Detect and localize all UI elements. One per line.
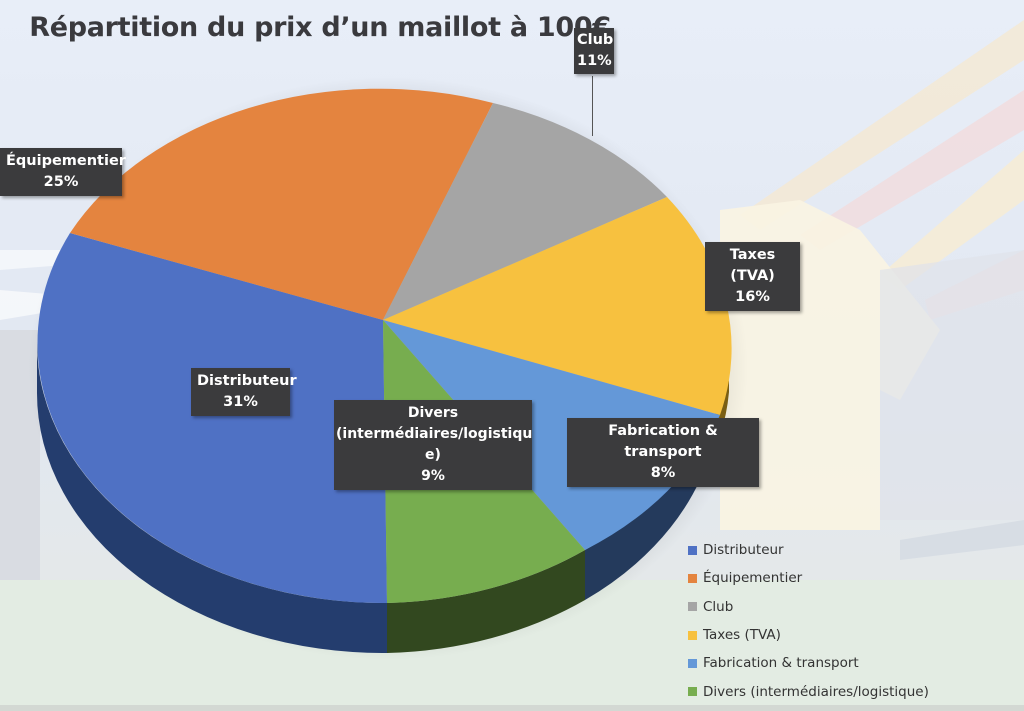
label-club: Club 11%	[574, 28, 614, 74]
legend-swatch-icon	[688, 602, 697, 612]
label-divers: Divers (intermédiaires/logistiqu e) 9%	[334, 400, 532, 490]
label-club-name: Club	[577, 32, 614, 48]
legend-swatch-icon	[688, 687, 697, 697]
label-equipementier: Équipementier 25%	[0, 148, 126, 196]
chart-legend: Distributeur Équipementier Club Taxes (T…	[680, 536, 962, 706]
label-fabrication-name: Fabrication & transport	[608, 423, 718, 460]
label-fabrication: Fabrication & transport 8%	[567, 418, 759, 487]
slice-fabrication[interactable]	[383, 320, 720, 550]
slice-equipementier[interactable]	[70, 88, 493, 321]
legend-swatch-icon	[688, 658, 697, 668]
chart-title: Répartition du prix d’un maillot à 100€	[29, 12, 611, 43]
label-divers-line3: e)	[425, 447, 441, 463]
label-taxes-name: Taxes (TVA)	[729, 247, 776, 284]
club-leader-line	[592, 76, 593, 136]
legend-swatch-icon	[688, 630, 697, 640]
label-club-pct: 11%	[577, 53, 612, 69]
legend-label: Équipementier	[703, 570, 803, 587]
legend-item-club[interactable]: Club	[680, 593, 962, 621]
legend-label: Distributeur	[703, 542, 784, 559]
label-divers-pct: 9%	[421, 468, 445, 484]
label-taxes: Taxes (TVA) 16%	[705, 242, 800, 311]
slice-taxes[interactable]	[383, 197, 732, 415]
legend-label: Club	[703, 598, 734, 615]
legend-item-equipementier[interactable]: Équipementier	[680, 564, 962, 592]
label-equipementier-name: Équipementier	[6, 153, 126, 169]
label-distributeur-name: Distributeur	[197, 373, 297, 389]
label-distributeur: Distributeur 31%	[191, 368, 297, 416]
legend-swatch-icon	[688, 545, 697, 555]
label-taxes-pct: 16%	[735, 289, 770, 305]
legend-label: Fabrication & transport	[703, 655, 859, 672]
legend-label: Divers (intermédiaires/logistique)	[703, 683, 929, 700]
slice-club[interactable]	[383, 103, 667, 320]
legend-label: Taxes (TVA)	[703, 627, 781, 644]
slice-distributeur[interactable]	[37, 233, 387, 604]
label-equipementier-pct: 25%	[43, 174, 79, 190]
label-divers-line1: Divers	[407, 405, 459, 421]
label-fabrication-pct: 8%	[650, 465, 676, 481]
legend-item-divers[interactable]: Divers (intermédiaires/logistique)	[680, 677, 962, 705]
label-distributeur-pct: 31%	[223, 394, 258, 410]
legend-item-taxes[interactable]: Taxes (TVA)	[680, 621, 962, 649]
legend-item-fabrication[interactable]: Fabrication & transport	[680, 649, 962, 677]
legend-swatch-icon	[688, 573, 697, 583]
legend-item-distributeur[interactable]: Distributeur	[680, 536, 962, 564]
label-divers-line2: (intermédiaires/logistiqu	[336, 426, 533, 442]
